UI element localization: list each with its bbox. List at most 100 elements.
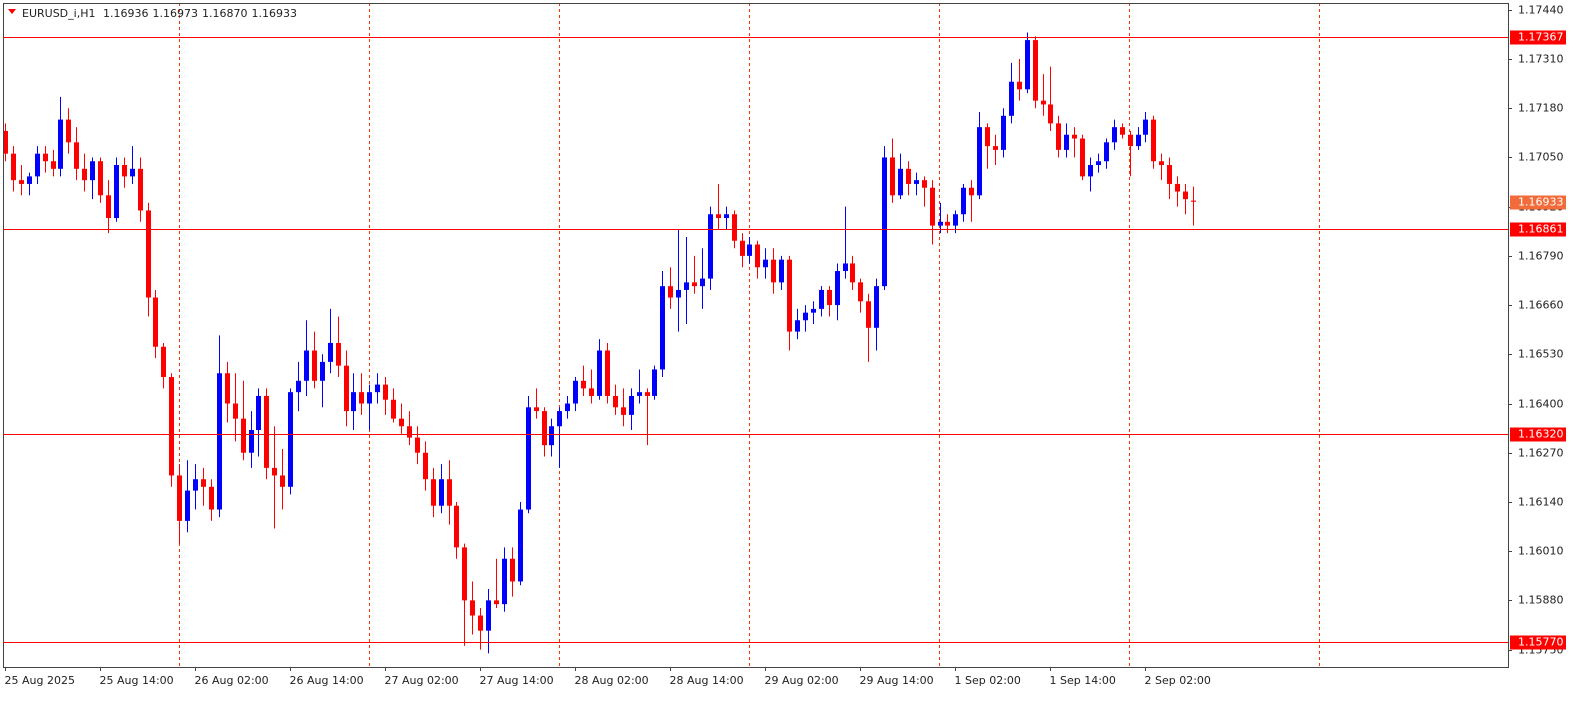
candle-body: [874, 286, 879, 328]
candle-body: [328, 342, 333, 362]
candle-body: [66, 119, 71, 143]
candle-body: [779, 259, 784, 283]
collapse-arrow[interactable]: [8, 9, 16, 14]
candle-body: [478, 615, 483, 631]
candle-body: [439, 479, 444, 506]
candle-body: [3, 130, 8, 154]
level-label: 1.15770: [1518, 636, 1564, 649]
candle-body: [344, 365, 349, 412]
candle-body: [423, 452, 428, 480]
candle-body: [153, 297, 158, 347]
candle-body: [922, 180, 927, 188]
y-tick-label: 1.16400: [1518, 398, 1564, 411]
x-tick-label: 28 Aug 02:00: [575, 674, 649, 687]
candle-body: [510, 558, 515, 582]
level-label-box: [1510, 635, 1566, 650]
candle-body: [660, 286, 665, 370]
level-label-box: [1510, 222, 1566, 237]
candle-body: [1151, 119, 1156, 162]
candle-body: [383, 384, 388, 400]
candle-body: [1136, 134, 1141, 147]
candle-body: [961, 187, 966, 215]
x-tick-label: 28 Aug 14:00: [670, 674, 744, 687]
candle-body: [858, 282, 863, 302]
candle-body: [11, 153, 16, 181]
candle-body: [462, 547, 467, 601]
ohlc-value: 1.16870: [202, 7, 248, 20]
y-tick-label: 1.17440: [1518, 4, 1564, 17]
candle-body: [866, 301, 871, 328]
candle-body: [98, 161, 103, 196]
candle-body: [351, 392, 356, 412]
candle-body: [375, 384, 380, 393]
y-tick-label: 1.16140: [1518, 496, 1564, 509]
candle-body: [1080, 138, 1085, 177]
candle-body: [652, 369, 657, 396]
candle-body: [58, 119, 63, 169]
candle-body: [296, 380, 301, 393]
candle-body: [993, 146, 998, 150]
level-label-box: [1510, 30, 1566, 45]
candle-body: [1033, 40, 1038, 101]
candle-body: [843, 263, 848, 272]
candle-body: [621, 407, 626, 415]
candle-body: [906, 168, 911, 184]
y-tick-label: 1.16530: [1518, 348, 1564, 361]
candle-body: [74, 142, 79, 169]
candle-body: [264, 395, 269, 468]
candle-body: [82, 168, 87, 181]
candle-body: [185, 490, 190, 521]
candle-body: [581, 380, 586, 389]
ohlc-info: 1.16936 1.16973 1.16870 1.16933: [103, 7, 297, 20]
x-tick-label: 26 Aug 14:00: [290, 674, 364, 687]
candle-body: [716, 214, 721, 219]
candle-body: [130, 168, 135, 177]
day-separators: [179, 3, 1320, 667]
level-label: 1.16320: [1518, 428, 1564, 441]
candle-body: [557, 411, 562, 427]
candle-body: [217, 373, 222, 510]
x-tick-label: 26 Aug 02:00: [195, 674, 269, 687]
candle-body: [1041, 100, 1046, 105]
candle-body: [1064, 134, 1069, 150]
x-tick-label: 25 Aug 2025: [5, 674, 75, 687]
candle-body: [1009, 81, 1014, 116]
candle-body: [241, 418, 246, 453]
candle-body: [835, 271, 840, 306]
candle-body: [668, 286, 673, 298]
x-tick-label: 2 Sep 02:00: [1145, 674, 1211, 687]
candle-body: [288, 392, 293, 487]
candle-body: [708, 214, 713, 279]
candle-body: [953, 214, 958, 226]
candle-body: [1048, 104, 1053, 124]
candle-body: [256, 395, 261, 431]
candle-body: [494, 600, 499, 605]
candle-body: [1159, 161, 1164, 166]
candle-body: [1088, 165, 1093, 177]
plot-area: [3, 32, 1196, 654]
candle-body: [969, 187, 974, 196]
candle-body: [1175, 183, 1180, 192]
candle-body: [399, 418, 404, 427]
candle-body: [1056, 123, 1061, 150]
x-tick-label: 29 Aug 14:00: [860, 674, 934, 687]
price-label-box: [1510, 195, 1566, 210]
candle-body: [1104, 142, 1109, 162]
candle-body: [542, 411, 547, 446]
candle-body: [90, 161, 95, 181]
candle-body: [518, 509, 523, 582]
candle-body: [700, 278, 705, 287]
level-label: 1.16861: [1518, 223, 1564, 236]
candle-body: [724, 214, 729, 219]
candle-body: [803, 312, 808, 321]
candle-body: [193, 479, 198, 491]
candle-body: [1001, 115, 1006, 150]
candle-body: [613, 395, 618, 408]
candle-body: [391, 399, 396, 419]
candle-body: [280, 475, 285, 487]
candle-body: [209, 486, 214, 510]
candle-body: [233, 403, 238, 419]
candle-body: [367, 392, 372, 404]
